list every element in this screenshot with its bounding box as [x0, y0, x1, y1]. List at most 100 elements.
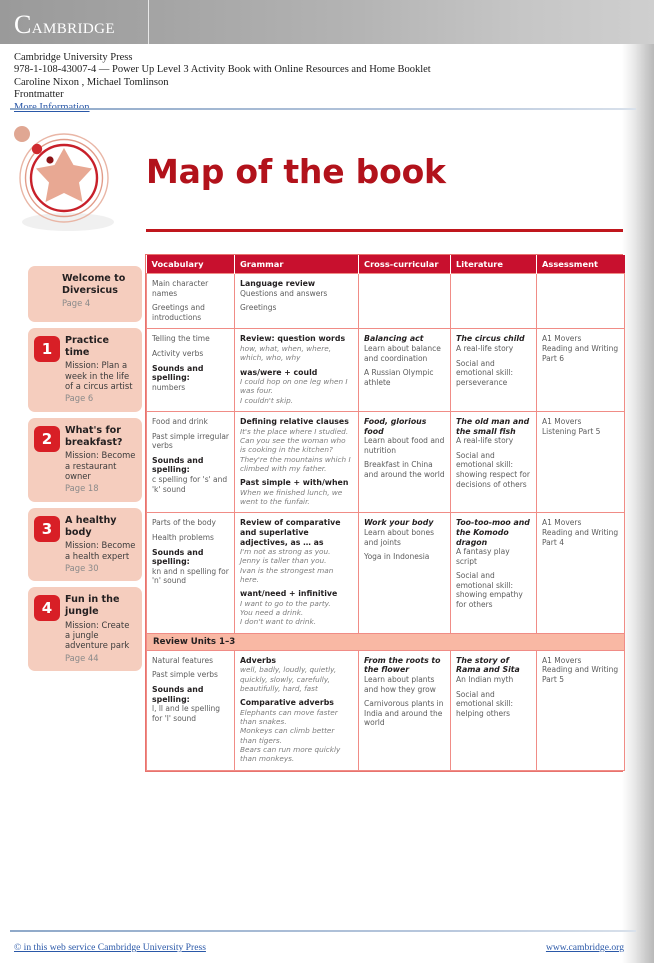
table-row: Parts of the body Health problems Sounds a… [146, 512, 625, 634]
cell-cross-curricular [358, 272, 451, 330]
cell-vocabulary: Natural features Past simple verbs Sounds … [146, 649, 235, 771]
unit-number-badge: 2 [34, 426, 60, 452]
unit-text: Practice time Mission: Plan a week in the… [65, 335, 136, 404]
cell-assessment: A1 Movers Reading and Writing Part 4 [536, 512, 625, 634]
unit-page-number: Page 6 [65, 393, 94, 404]
table-body: Main character names Greetings and introd… [146, 272, 625, 771]
cell-text: Social and emotional skill: helping othe… [456, 689, 513, 718]
cell-text: The circus child [456, 334, 525, 344]
unit-number-badge: 3 [34, 516, 60, 542]
unit-text: Welcome to Diversicus Page 4 [36, 273, 136, 314]
cell-text: Yoga in Indonesia [364, 552, 430, 562]
cell-text: Parts of the body [152, 518, 216, 528]
cell-text: was/were + could [240, 367, 318, 377]
cell-text: Comparative adverbs [240, 698, 334, 708]
unit-mission: Mission: Create a jungle adventure park [65, 619, 130, 651]
cell-text: Natural features [152, 655, 214, 665]
cell-text: Review of comparative and superlative ad… [240, 518, 341, 547]
footer-rule [10, 930, 636, 932]
unit-title: A healthy body [65, 515, 117, 538]
cell-literature: The old man and the small fish A real-lif… [450, 411, 537, 514]
unit-box[interactable]: 2 What's for breakfast? Mission: Become a … [28, 418, 142, 502]
cell-vocabulary: Food and drink Past simple irregular verb… [146, 411, 235, 514]
table-header-row: Vocabulary Grammar Cross-curricular Lite… [146, 255, 625, 274]
unit-box[interactable]: Welcome to Diversicus Page 4 [28, 266, 142, 322]
cell-text: I could hop on one leg when I was four. [240, 377, 348, 396]
cell-text: An Indian myth [456, 674, 514, 684]
unit-title: Fun in the jungle [65, 594, 120, 617]
cell-text: From the roots to the flower [364, 655, 441, 675]
cell-text: Sounds and spelling: [152, 455, 204, 475]
cell-text: Language review [240, 279, 316, 288]
cell-text: Breakfast in China and around the world [364, 460, 445, 480]
column-header-assessment: Assessment [536, 255, 625, 274]
page-title: Map of the book [146, 152, 446, 191]
cell-text: The old man and the small fish [456, 417, 530, 436]
cell-text: Can you see the woman who is cooking in … [240, 435, 346, 455]
cell-text: Sounds and spelling: [152, 684, 204, 704]
cambridge-header-band: Cambridge [0, 0, 654, 44]
unit-title: Practice time [65, 335, 109, 358]
unit-text: What's for breakfast? Mission: Become a r… [65, 425, 136, 494]
unit-box[interactable]: 1 Practice time Mission: Plan a week in th… [28, 328, 142, 412]
cell-text: Carnivorous plants in India and around t… [364, 699, 444, 728]
column-header-cross-curricular: Cross-curricular [358, 255, 451, 274]
cell-text: Questions and answers [240, 288, 328, 298]
cell-text: numbers [152, 382, 186, 392]
table-row: Main character names Greetings and introd… [146, 272, 625, 330]
more-information-link[interactable]: More Information [14, 102, 90, 113]
cambridge-logo-capital: C [14, 10, 32, 39]
star-roundel-decoration [6, 118, 142, 242]
unit-box[interactable]: 4 Fun in the jungle Mission: Create a jung… [28, 587, 142, 672]
footer-website-link[interactable]: www.cambridge.org [545, 942, 624, 953]
cell-assessment: A1 Movers Reading and Writing Part 6 [536, 328, 625, 413]
unit-number-badge: 4 [34, 595, 60, 622]
cell-text: It's the place where I studied. [240, 426, 349, 436]
cambridge-logo-text: ambridge [31, 14, 115, 38]
column-header-vocabulary: Vocabulary [146, 255, 235, 274]
header-rule [10, 108, 636, 110]
cell-text: how, what, when, where, which, who, why [240, 343, 332, 363]
cell-assessment: A1 Movers Reading and Writing Part 5 [536, 649, 625, 771]
cell-text: The story of Rama and Sita [456, 655, 520, 675]
page-footer: © in this web service Cambridge Universi… [14, 942, 624, 953]
cell-text: Reading and Writing Part 4 [542, 527, 619, 547]
cell-text: Adverbs [240, 655, 277, 665]
meta-isbn-title: 978-1-108-43007-4 — Power Up Level 3 Act… [14, 64, 431, 76]
unit-mission: Mission: Become a restaurant owner [65, 450, 136, 481]
cell-cross-curricular: From the roots to the flower Learn about … [358, 649, 451, 771]
cell-text: Too-too-moo and the Komodo dragon [456, 518, 530, 547]
cell-literature: Too-too-moo and the Komodo dragon A fanta… [450, 512, 537, 634]
cell-text: Reading and Writing Part 6 [542, 343, 619, 363]
cell-text: Activity verbs [152, 348, 204, 358]
cell-text: Elephants can move faster than snakes. [240, 707, 338, 727]
cell-literature [450, 272, 537, 330]
cell-text: Listening Part 5 [542, 426, 601, 436]
cell-text: l, ll and le spelling for 'l' sound [152, 704, 221, 723]
cell-text: Learn about bones and joints [364, 527, 434, 547]
title-underline-rule [146, 229, 623, 232]
unit-mission: Mission: Plan a week in the life of a ci… [65, 360, 133, 391]
cell-text: kn and n spelling for 'n' sound [152, 566, 229, 586]
cell-text: Greetings and introductions [152, 303, 205, 322]
cell-text: Review: question words [240, 334, 346, 344]
unit-list: Welcome to Diversicus Page 4 1 Practice tim… [28, 266, 142, 677]
unit-page-number: Page 4 [62, 298, 91, 309]
cell-text: Telling the time [152, 334, 210, 344]
cell-grammar: Review: question words how, what, when, w… [234, 328, 359, 413]
review-units-band: Review Units 1–3 [146, 632, 625, 651]
unit-page-number: Page 30 [65, 563, 99, 573]
cell-text: Social and emotional skill: showing empa… [456, 571, 523, 610]
cell-cross-curricular: Food, glorious food Learn about food and … [358, 411, 451, 514]
cell-text: want/need + infinitive [240, 589, 338, 599]
cell-vocabulary: Main character names Greetings and introd… [146, 272, 235, 330]
unit-number-badge: 1 [34, 336, 60, 362]
cell-text: When we finished lunch, we went to the f… [240, 487, 343, 507]
cambridge-logo: Cambridge [14, 10, 115, 40]
cell-text: Main character names [152, 279, 209, 298]
cell-text: Work your body [364, 518, 434, 528]
map-of-the-book-table: Vocabulary Grammar Cross-curricular Lite… [145, 254, 625, 772]
footer-copyright-link[interactable]: © in this web service Cambridge Universi… [14, 942, 206, 953]
